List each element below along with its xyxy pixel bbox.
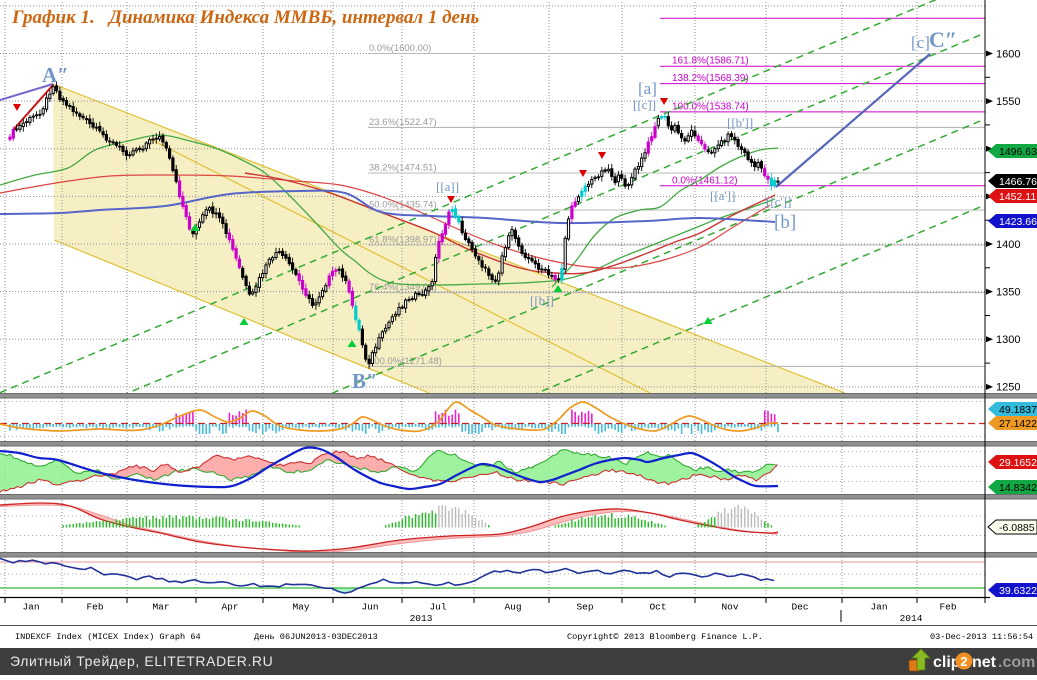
svg-text:-6.0885: -6.0885	[999, 522, 1035, 534]
svg-text:Mar: Mar	[152, 602, 169, 613]
svg-text:B″: B″	[352, 369, 378, 393]
svg-text:[[a]]: [[a]]	[436, 179, 459, 194]
svg-text:0.0%(1600.00): 0.0%(1600.00)	[369, 43, 431, 54]
svg-text:Jan: Jan	[22, 602, 39, 613]
svg-text:1496.63: 1496.63	[999, 146, 1037, 158]
svg-text:2013: 2013	[410, 613, 433, 624]
svg-text:Jan: Jan	[870, 602, 887, 613]
svg-text:61.8%(1398.97): 61.8%(1398.97)	[369, 235, 437, 246]
svg-text:.com: .com	[998, 654, 1035, 671]
svg-text:2014: 2014	[900, 613, 923, 624]
svg-text:Jun: Jun	[361, 602, 378, 613]
svg-text:[a]: [a]	[638, 79, 657, 98]
svg-text:0.0%(1461.12): 0.0%(1461.12)	[672, 175, 738, 186]
svg-text:Oct: Oct	[649, 602, 666, 613]
svg-text:Jul: Jul	[429, 602, 446, 613]
svg-text:1400: 1400	[996, 239, 1020, 251]
svg-text:День 06JUN2013-03DEC2013: День 06JUN2013-03DEC2013	[254, 632, 378, 642]
svg-text:INDEXCF Index (MICEX Index) Gr: INDEXCF Index (MICEX Index) Graph 64	[15, 632, 201, 642]
svg-text:[[a']]: [[a']]	[710, 188, 735, 203]
svg-text:[[c]]: [[c]]	[633, 97, 656, 112]
svg-text:Aug: Aug	[504, 602, 521, 613]
svg-text:1452.11: 1452.11	[999, 191, 1036, 203]
svg-text:100.0%(1538.74): 100.0%(1538.74)	[672, 101, 749, 112]
svg-text:27.1422: 27.1422	[999, 418, 1037, 430]
svg-text:1250: 1250	[996, 382, 1020, 394]
svg-text:29.1652: 29.1652	[999, 457, 1037, 469]
svg-text:1600: 1600	[996, 48, 1020, 60]
svg-text:1300: 1300	[996, 334, 1020, 346]
svg-text:1423.66: 1423.66	[999, 216, 1037, 228]
svg-text:39.6322: 39.6322	[999, 585, 1037, 597]
svg-text:May: May	[292, 602, 309, 613]
svg-text:Dec: Dec	[791, 602, 808, 613]
svg-text:[b]: [b]	[774, 212, 796, 233]
svg-text:76.4%(1349.01): 76.4%(1349.01)	[369, 282, 437, 293]
svg-text:Feb: Feb	[939, 602, 956, 613]
svg-text:[[b']]: [[b']]	[727, 115, 753, 130]
svg-text:[c]: [c]	[911, 33, 930, 52]
svg-text:Feb: Feb	[86, 602, 103, 613]
svg-text:Элитный Трейдер, ELITETRADER.R: Элитный Трейдер, ELITETRADER.RU	[10, 653, 273, 669]
svg-text:03-Dec-2013 11:56:54: 03-Dec-2013 11:56:54	[930, 632, 1033, 642]
svg-text:1550: 1550	[996, 96, 1020, 108]
svg-text:138.2%(1568.39): 138.2%(1568.39)	[672, 73, 749, 84]
svg-text:100.0%(1271.48): 100.0%(1271.48)	[369, 356, 442, 367]
svg-text:Copyright© 2013 Bloomberg Fina: Copyright© 2013 Bloomberg Finance L.P.	[567, 632, 763, 642]
svg-text:Apr: Apr	[221, 602, 238, 613]
svg-text:A″: A″	[42, 63, 69, 87]
svg-text:clip: clip	[933, 654, 961, 671]
svg-text:23.6%(1522.47): 23.6%(1522.47)	[369, 117, 437, 128]
svg-text:Sep: Sep	[576, 602, 593, 613]
svg-text:C″: C″	[929, 27, 957, 52]
svg-text:161.8%(1586.71): 161.8%(1586.71)	[672, 56, 749, 67]
svg-text:14.8342: 14.8342	[999, 482, 1037, 494]
svg-text:1350: 1350	[996, 286, 1020, 298]
svg-text:[[b]]: [[b]]	[530, 293, 554, 308]
svg-text:График 1. Динамика Индекса М: График 1. Динамика Индекса ММВБ, интерва…	[11, 7, 479, 28]
svg-text:1466.76: 1466.76	[999, 176, 1037, 188]
svg-text:[[c']]: [[c']]	[766, 194, 791, 209]
svg-text:38.2%(1474.51): 38.2%(1474.51)	[369, 163, 437, 174]
svg-text:49.1837: 49.1837	[999, 404, 1037, 416]
svg-text:2: 2	[960, 654, 967, 669]
svg-text:Nov: Nov	[721, 602, 738, 613]
svg-text:net: net	[972, 654, 997, 671]
